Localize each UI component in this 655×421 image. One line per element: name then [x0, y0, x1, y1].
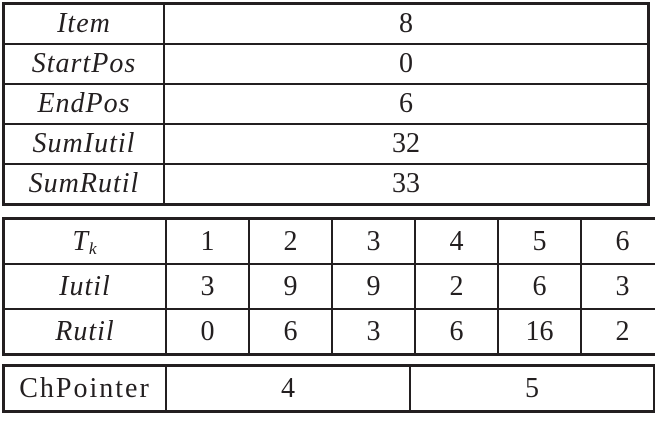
sumiutil-value: 32 — [163, 123, 650, 165]
table-row-item: Item 8 — [2, 2, 650, 45]
chpointer-value-2: 5 — [409, 364, 655, 413]
iutil-label: Iutil — [2, 263, 167, 310]
table-row-iutil: Iutil 3 9 9 2 6 3 — [2, 263, 655, 310]
table-row-chpointer: ChPointer 4 5 — [2, 364, 655, 413]
startpos-label: StartPos — [2, 43, 165, 85]
tk-value-3: 3 — [331, 217, 416, 265]
tk-value-1: 1 — [165, 217, 250, 265]
chpointer-label: ChPointer — [2, 364, 167, 413]
sumrutil-label: SumRutil — [2, 163, 165, 206]
table-row-startpos: StartPos 0 — [2, 43, 650, 85]
tk-label: Tk — [2, 217, 167, 265]
chpointer-value-1: 4 — [165, 364, 411, 413]
table-row-sumiutil: SumIutil 32 — [2, 123, 650, 165]
sumrutil-value: 33 — [163, 163, 650, 206]
iutil-value-2: 9 — [248, 263, 333, 310]
tk-value-5: 5 — [497, 217, 582, 265]
utility-table: Tk 1 2 3 4 5 6 Iutil 3 9 9 2 6 3 Rutil 0… — [2, 217, 655, 356]
rutil-label: Rutil — [2, 308, 167, 356]
item-value: 8 — [163, 2, 650, 45]
startpos-value: 0 — [163, 43, 650, 85]
endpos-value: 6 — [163, 83, 650, 125]
chpointer-table: ChPointer 4 5 — [2, 364, 655, 413]
table-row-tk: Tk 1 2 3 4 5 6 — [2, 217, 655, 265]
tk-value-4: 4 — [414, 217, 499, 265]
rutil-value-3: 3 — [331, 308, 416, 356]
tk-label-main: T — [72, 225, 89, 257]
table-row-rutil: Rutil 0 6 3 6 16 2 — [2, 308, 655, 356]
iutil-value-4: 2 — [414, 263, 499, 310]
rutil-value-2: 6 — [248, 308, 333, 356]
rutil-value-6: 2 — [580, 308, 655, 356]
table-row-endpos: EndPos 6 — [2, 83, 650, 125]
item-label: Item — [2, 2, 165, 45]
iutil-value-3: 9 — [331, 263, 416, 310]
endpos-label: EndPos — [2, 83, 165, 125]
rutil-value-5: 16 — [497, 308, 582, 356]
iutil-value-6: 3 — [580, 263, 655, 310]
tk-value-2: 2 — [248, 217, 333, 265]
tk-value-6: 6 — [580, 217, 655, 265]
rutil-value-4: 6 — [414, 308, 499, 356]
info-table: Item 8 StartPos 0 EndPos 6 SumIutil 32 S… — [2, 2, 650, 206]
sumiutil-label: SumIutil — [2, 123, 165, 165]
iutil-value-5: 6 — [497, 263, 582, 310]
table-row-sumrutil: SumRutil 33 — [2, 163, 650, 206]
tk-label-sub: k — [88, 238, 98, 258]
iutil-value-1: 3 — [165, 263, 250, 310]
rutil-value-1: 0 — [165, 308, 250, 356]
